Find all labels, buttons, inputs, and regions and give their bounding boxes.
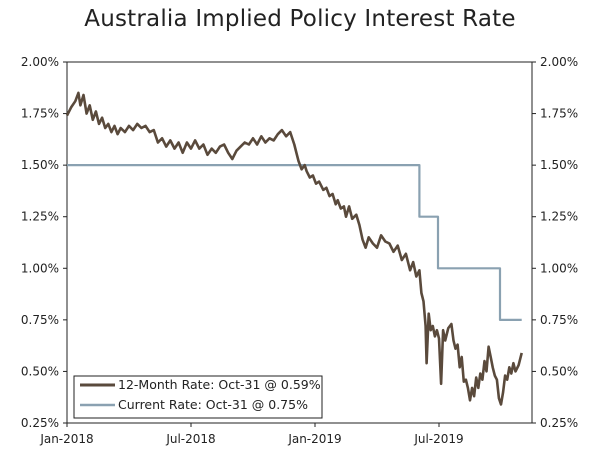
plot-frame xyxy=(66,61,533,424)
y-tick-label-right: 1.00% xyxy=(540,261,578,275)
x-tick-label: Jul-2018 xyxy=(165,432,215,446)
y-tick-label-right: 0.50% xyxy=(540,364,578,378)
y-tick-label-left: 1.00% xyxy=(21,261,59,275)
y-axis-right: 0.25% 0.50% 0.75% 1.00% 1.25% 1.50% 1.75% 2.00% xyxy=(532,55,578,430)
x-axis: Jan-2018 Jul-2018 Jan-2019 Jul-2019 xyxy=(39,423,464,446)
series-layer xyxy=(65,91,523,406)
y-tick-label-right: 1.50% xyxy=(540,158,578,172)
legend: 12-Month Rate: Oct-31 @ 0.59% Current Ra… xyxy=(73,375,323,419)
y-tick-label-right: 0.75% xyxy=(540,313,578,327)
x-tick-label: Jul-2019 xyxy=(413,432,463,446)
y-tick-label-left: 1.75% xyxy=(21,107,59,121)
legend-label-12-month-rate: 12-Month Rate: Oct-31 @ 0.59% xyxy=(118,377,321,392)
legend-box xyxy=(73,375,323,419)
y-axis-left: 0.25% 0.50% 0.75% 1.00% 1.25% 1.50% 1.75% 2.00% xyxy=(21,55,67,430)
x-tick-label: Jan-2018 xyxy=(39,432,93,446)
y-tick-label-right: 2.00% xyxy=(540,55,578,69)
y-tick-label-left: 1.50% xyxy=(21,158,59,172)
y-tick-label-right: 1.75% xyxy=(540,107,578,121)
y-tick-label-right: 0.25% xyxy=(540,416,578,430)
legend-label-current-rate: Current Rate: Oct-31 @ 0.75% xyxy=(118,397,308,412)
y-tick-label-left: 1.25% xyxy=(21,210,59,224)
series-line-12-month-rate xyxy=(65,91,523,406)
y-tick-label-left: 0.75% xyxy=(21,313,59,327)
y-tick-label-right: 1.25% xyxy=(540,210,578,224)
y-tick-label-left: 0.50% xyxy=(21,364,59,378)
y-tick-label-left: 0.25% xyxy=(21,416,59,430)
chart-title: Australia Implied Policy Interest Rate xyxy=(84,6,516,32)
x-tick-label: Jan-2019 xyxy=(287,432,341,446)
series-line-current-rate xyxy=(67,164,522,321)
y-tick-label-left: 2.00% xyxy=(21,55,59,69)
